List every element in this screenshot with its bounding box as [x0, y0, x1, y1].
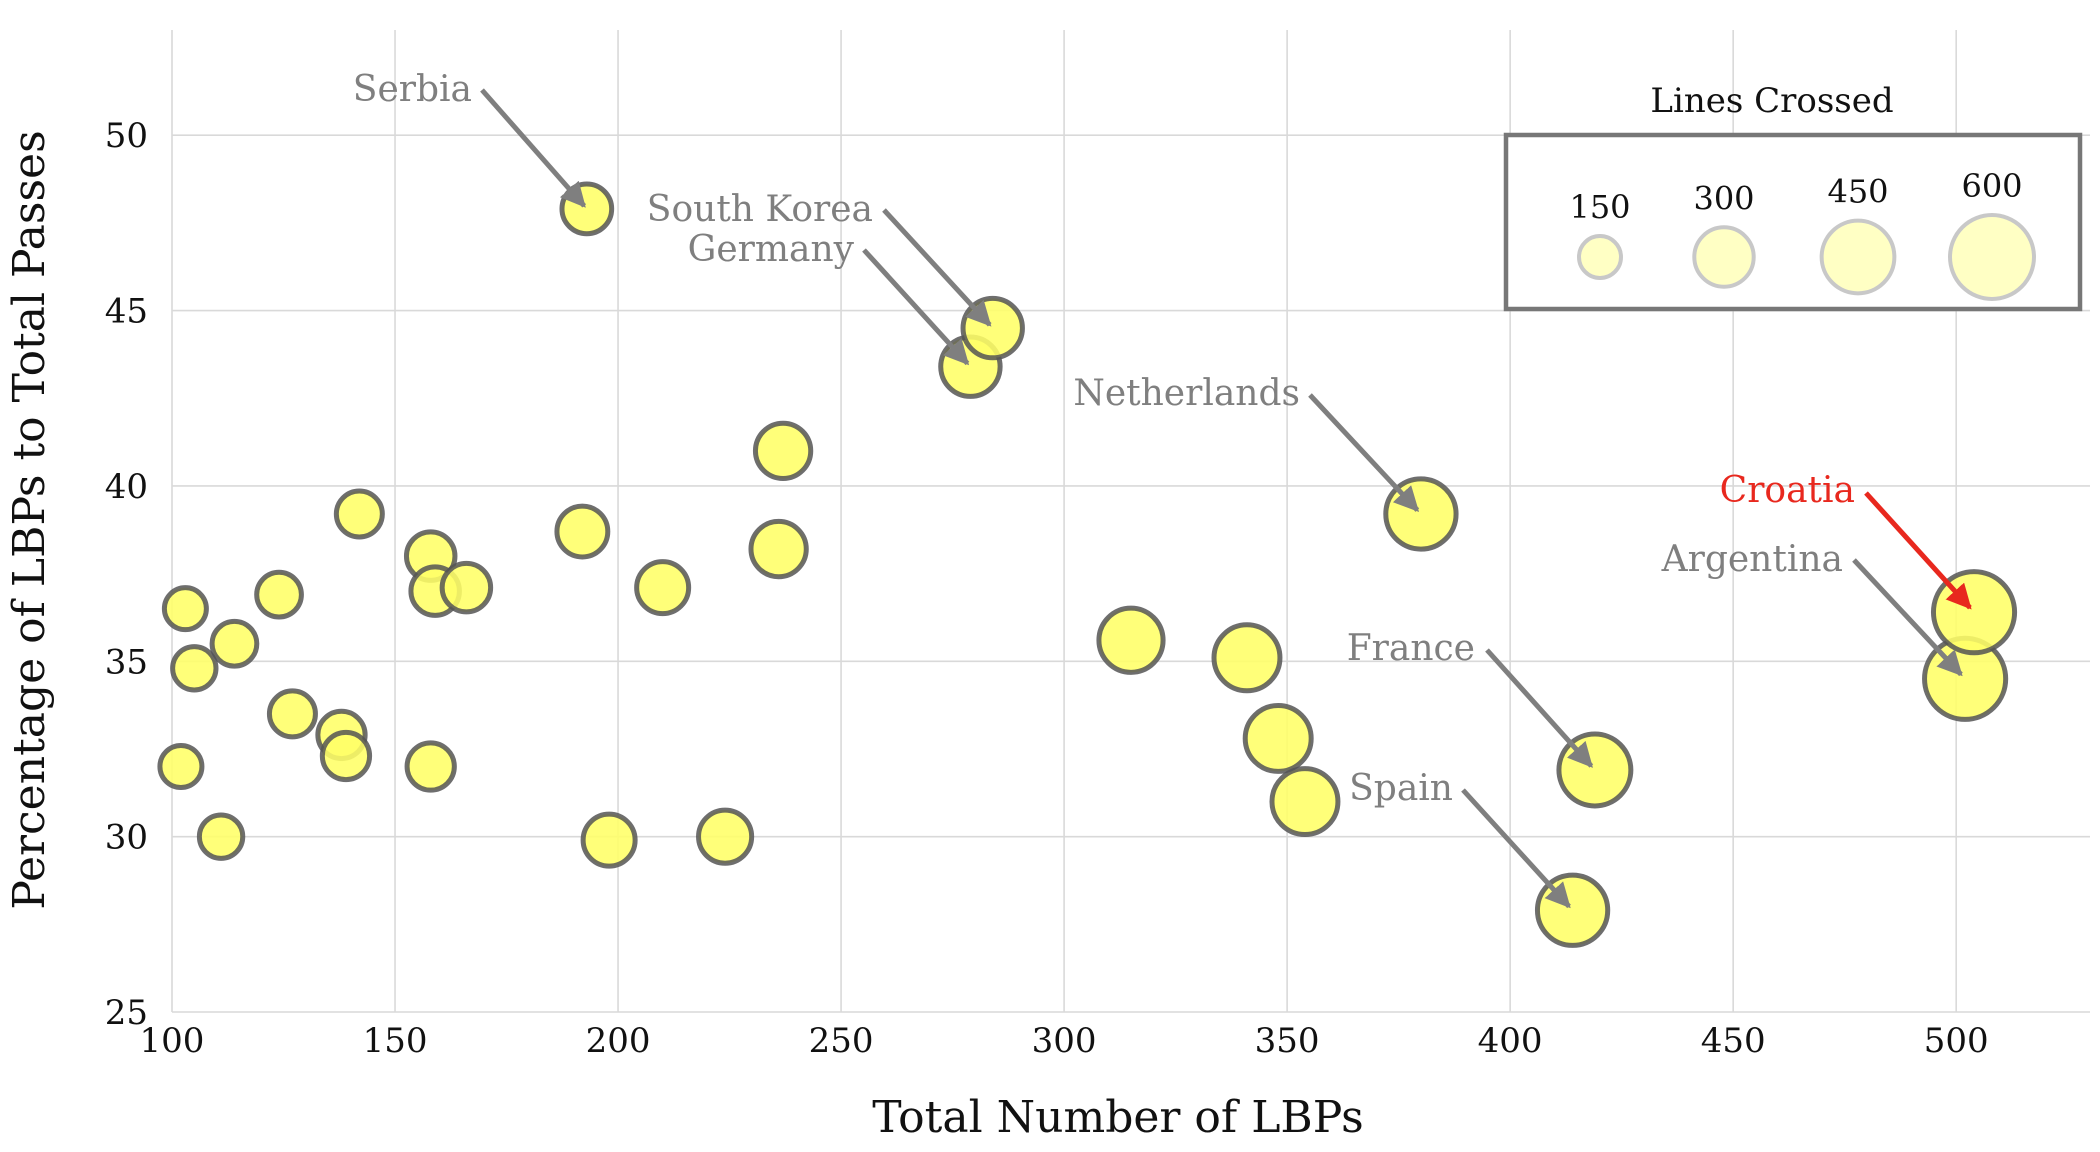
data-point: [404, 740, 457, 793]
data-point: [634, 559, 692, 617]
data-point: [196, 812, 246, 861]
data-point: [696, 807, 755, 866]
y-tick-label: 50: [105, 116, 148, 156]
x-tick-label: 100: [140, 1021, 205, 1061]
legend-size-label: 300: [1693, 179, 1754, 217]
size-legend: Lines Crossed 150 300 450 600: [1503, 81, 2083, 312]
data-point: [333, 488, 385, 540]
data-point: [580, 811, 638, 869]
data-point: [1242, 702, 1314, 774]
data-point: [319, 729, 373, 783]
x-tick-label: 250: [809, 1021, 874, 1061]
x-tick-label: 450: [1701, 1021, 1766, 1061]
annotation-label: South Korea: [647, 189, 873, 230]
data-point: [1211, 622, 1283, 694]
annotation-label: Serbia: [353, 69, 472, 110]
data-point: [266, 688, 318, 740]
legend-size-swatch: [1577, 234, 1623, 280]
x-tick-label: 350: [1255, 1021, 1320, 1061]
y-axis-title: Percentage of LBPs to Total Passes: [4, 130, 55, 909]
y-tick-labels: 25 30 35 40 45 50: [105, 116, 148, 1033]
annotation-arrow: [480, 88, 587, 208]
y-tick-label: 40: [105, 467, 148, 507]
data-point: [748, 518, 809, 580]
x-tick-labels: 100 150 200 250 300 350 400 450 500: [140, 1021, 1989, 1061]
x-tick-label: 200: [586, 1021, 651, 1061]
legend-size-swatch: [1819, 218, 1897, 296]
annotation-arrow: [1852, 558, 1963, 677]
annotation-label: Netherlands: [1073, 373, 1300, 414]
data-point: [209, 618, 260, 669]
data-point: [752, 420, 814, 481]
annotation-label: Croatia: [1720, 470, 1855, 511]
legend-size-label: 450: [1827, 173, 1888, 211]
x-tick-label: 300: [1032, 1021, 1097, 1061]
y-tick-label: 45: [105, 292, 148, 332]
annotation-arrow: [1864, 491, 1972, 610]
x-tick-label: 400: [1478, 1021, 1543, 1061]
legend-size-swatch: [1948, 213, 2036, 301]
annotation-label: Germany: [688, 229, 855, 270]
data-point: [1096, 605, 1166, 675]
annotation-arrow: [1308, 393, 1420, 512]
annotation-arrow: [1461, 788, 1571, 909]
legend-size-swatch: [1692, 225, 1756, 289]
legend-size-label: 600: [1961, 167, 2022, 205]
x-tick-label: 150: [363, 1021, 428, 1061]
data-point: [254, 569, 304, 620]
y-tick-label: 30: [105, 818, 148, 858]
legend-size-label: 150: [1569, 188, 1630, 226]
x-axis-title: Total Number of LBPs: [872, 1092, 1364, 1143]
annotation-label: Argentina: [1661, 539, 1843, 580]
x-tick-label: 500: [1924, 1021, 1989, 1061]
data-point: [1269, 766, 1341, 838]
data-point: [439, 560, 494, 615]
annotation-label: Spain: [1349, 768, 1453, 809]
data-points: [157, 181, 2018, 948]
y-tick-label: 35: [105, 642, 148, 682]
data-point: [161, 585, 209, 633]
annotation-arrow: [882, 208, 992, 327]
legend-items: 150 300 450 600: [1569, 167, 2036, 301]
annotation-arrow: [862, 248, 970, 366]
annotation-arrow: [1485, 648, 1594, 768]
annotation-label: France: [1347, 628, 1475, 669]
data-point: [157, 743, 205, 790]
y-tick-label: 25: [105, 993, 148, 1033]
data-point: [170, 644, 219, 693]
legend-title: Lines Crossed: [1650, 81, 1893, 121]
data-point: [554, 503, 611, 560]
